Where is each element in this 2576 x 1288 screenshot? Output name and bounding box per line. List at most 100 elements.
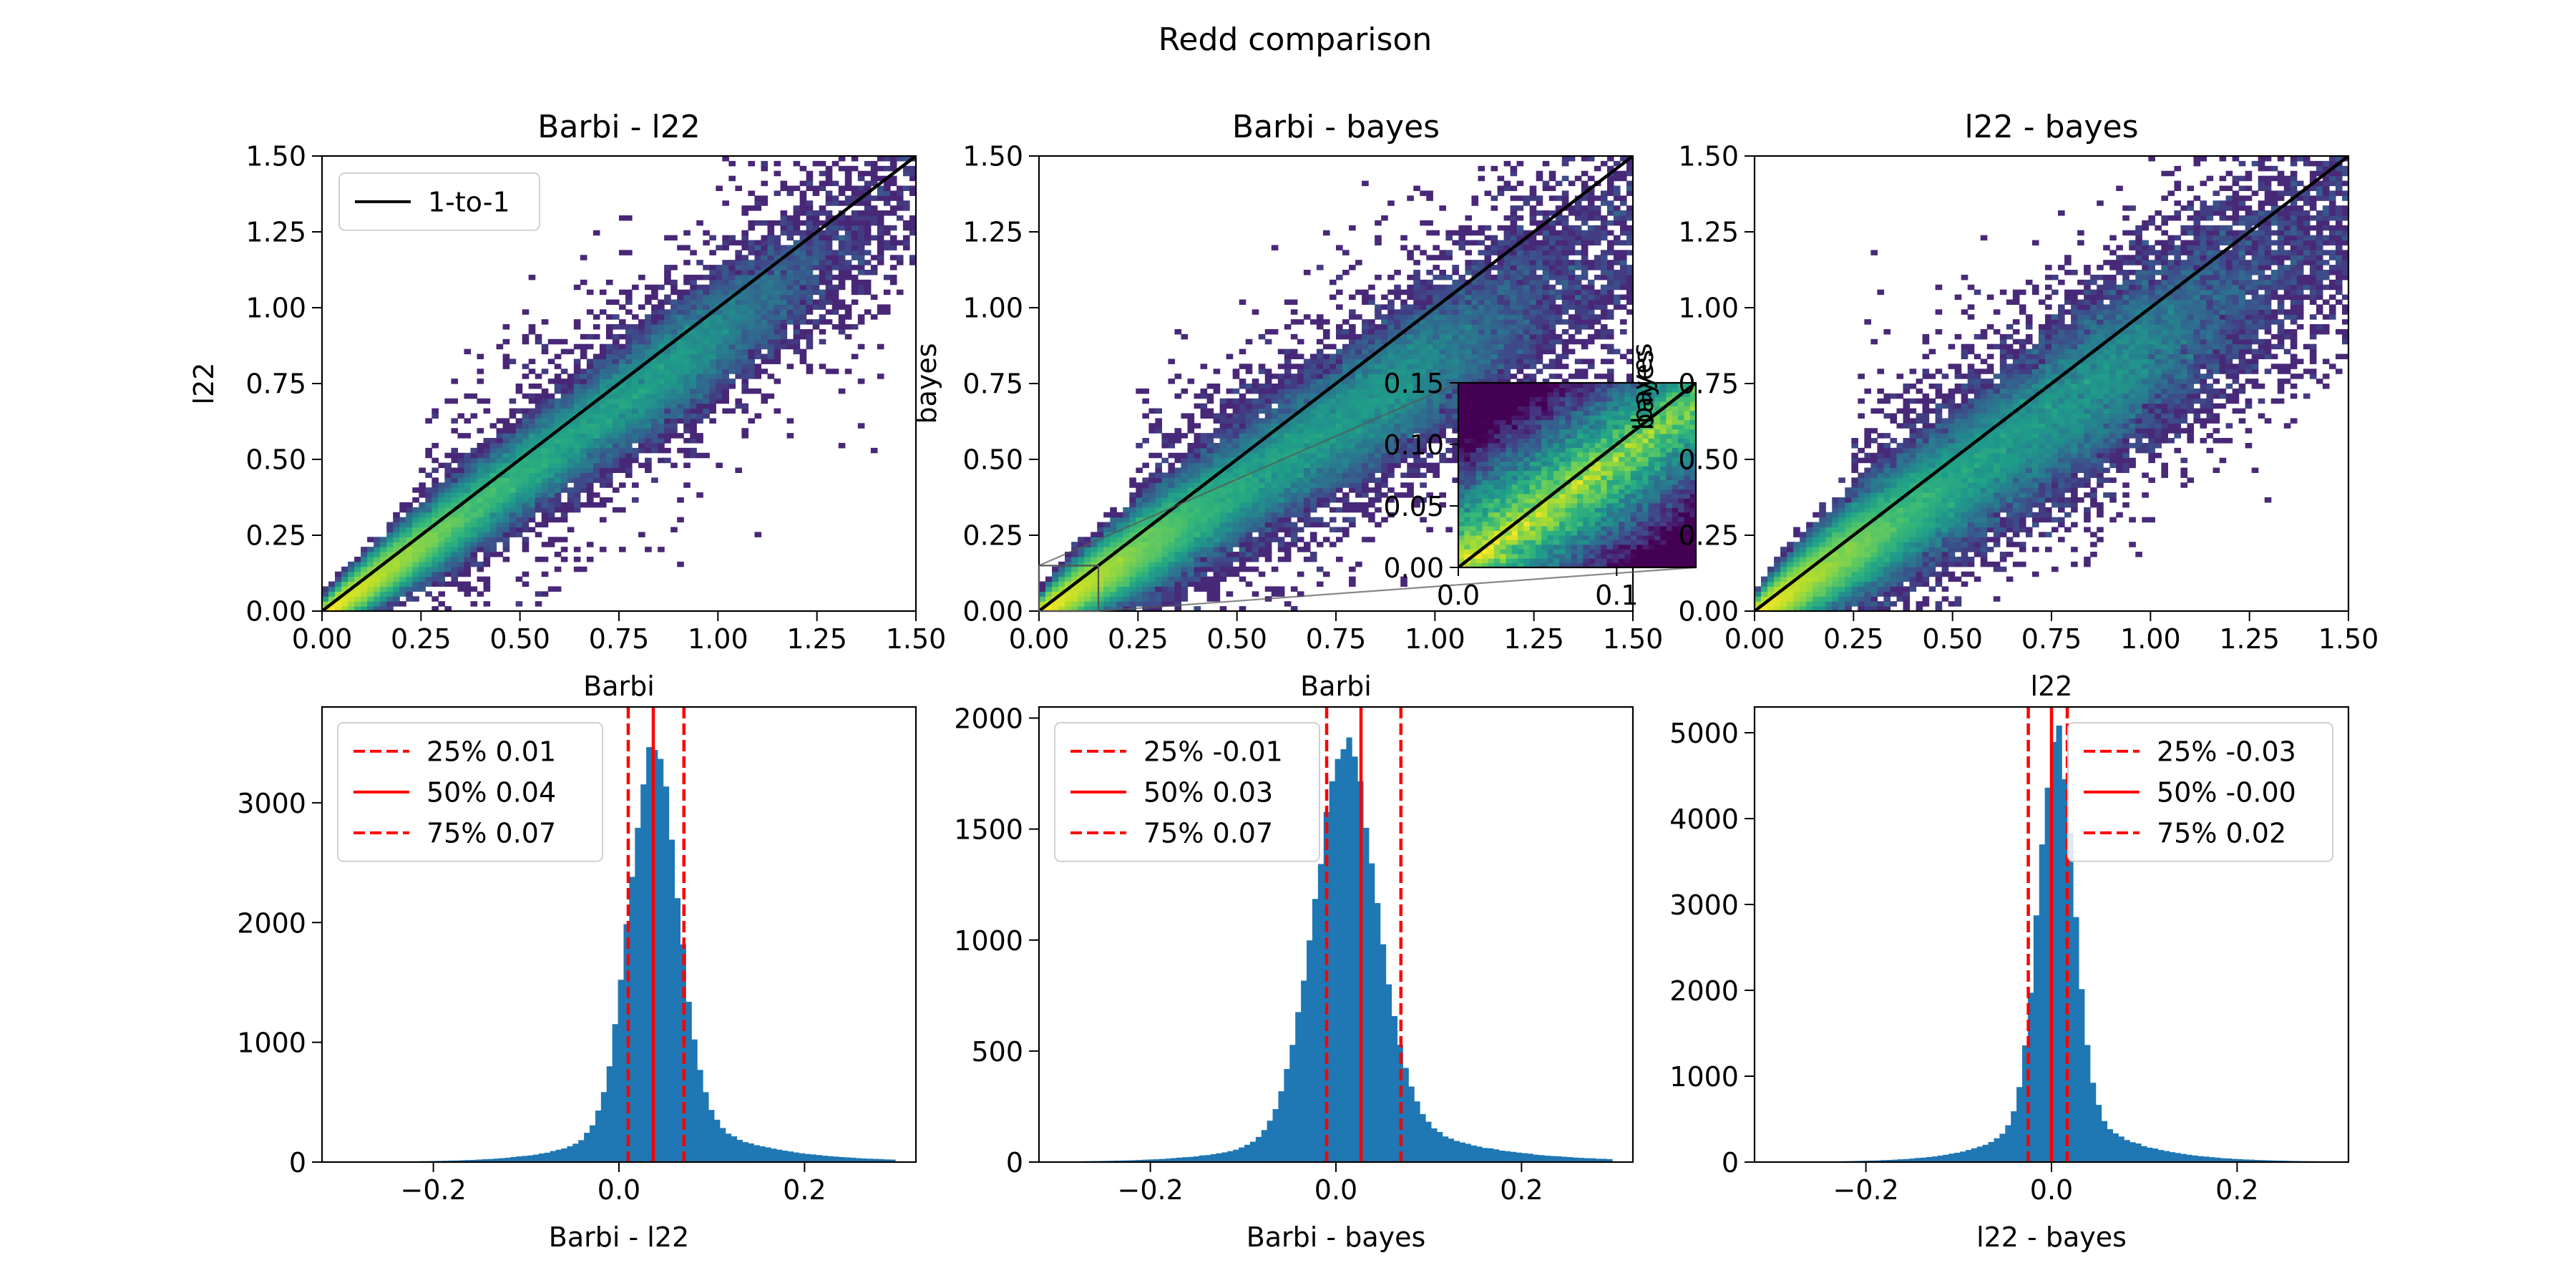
density-cell <box>386 581 394 587</box>
density-cell <box>677 447 684 454</box>
density-cell <box>1400 379 1407 384</box>
density-cell <box>554 438 562 444</box>
density-cell <box>1516 358 1524 364</box>
density-cell <box>851 220 859 226</box>
density-cell <box>767 289 775 296</box>
density-cell <box>806 338 814 345</box>
density-cell <box>1355 413 1362 419</box>
density-cell <box>1362 447 1369 454</box>
density-cell <box>592 403 600 409</box>
density-cell <box>735 324 743 330</box>
density-cell <box>1452 353 1460 360</box>
density-cell <box>1413 408 1420 414</box>
density-cell <box>870 215 878 221</box>
density-cell <box>592 502 600 508</box>
density-cell <box>1309 462 1317 469</box>
density-cell <box>748 319 756 325</box>
density-cell <box>1561 379 1569 384</box>
density-cell <box>1213 467 1221 474</box>
density-cell <box>1342 328 1350 335</box>
density-cell <box>573 284 581 291</box>
density-cell <box>567 374 575 379</box>
density-cell <box>1529 364 1537 369</box>
density-cell <box>1155 482 1163 488</box>
density-cell <box>1420 319 1427 325</box>
density-cell <box>1264 472 1272 478</box>
density-cell <box>464 527 472 532</box>
density-cell <box>502 472 510 478</box>
density-cell <box>793 299 801 305</box>
density-cell <box>399 527 406 532</box>
density-cell <box>761 279 769 286</box>
density-cell <box>535 418 542 424</box>
density-cell <box>560 428 568 434</box>
density-cell <box>748 240 756 246</box>
density-cell <box>690 299 697 305</box>
density-cell <box>502 433 510 439</box>
density-cell <box>509 472 517 478</box>
density-cell <box>857 175 865 182</box>
density-cell <box>1362 333 1369 340</box>
density-cell <box>1155 497 1163 503</box>
density-cell <box>522 393 530 399</box>
density-cell <box>683 289 691 296</box>
density-cell <box>761 195 769 201</box>
density-cell <box>431 487 439 493</box>
density-cell <box>1362 502 1369 508</box>
density-cell <box>690 447 697 454</box>
density-cell <box>1362 467 1369 474</box>
density-cell <box>1123 571 1130 577</box>
density-cell <box>1213 452 1221 459</box>
density-cell <box>1491 343 1498 350</box>
density-cell <box>1181 492 1189 498</box>
density-cell <box>419 507 426 513</box>
density-cell <box>1413 374 1420 379</box>
density-cell <box>1606 374 1614 379</box>
density-cell <box>722 343 729 350</box>
density-cell <box>1206 542 1214 547</box>
density-cell <box>1375 428 1382 434</box>
density-cell <box>1387 447 1395 454</box>
density-cell <box>1239 477 1246 483</box>
density-cell <box>1548 374 1556 379</box>
density-cell <box>1574 314 1582 320</box>
density-cell <box>690 433 697 439</box>
density-cell <box>754 289 762 296</box>
density-cell <box>1309 457 1317 464</box>
density-cell <box>354 586 361 592</box>
density-cell <box>716 348 723 355</box>
density-cell <box>515 527 523 532</box>
density-cell <box>1200 477 1208 483</box>
density-cell <box>580 353 587 360</box>
density-cell <box>1322 353 1330 360</box>
density-cell <box>1200 512 1208 518</box>
density-cell <box>412 586 419 592</box>
density-cell <box>670 398 678 404</box>
density-cell <box>1355 348 1362 355</box>
density-cell <box>380 547 387 552</box>
density-cell <box>1181 576 1189 582</box>
density-cell <box>1394 428 1401 434</box>
density-cell <box>374 576 381 582</box>
density-cell <box>547 512 555 518</box>
density-cell <box>554 374 562 379</box>
density-cell <box>1271 393 1279 399</box>
density-cell <box>1465 369 1473 374</box>
density-cell <box>677 369 684 374</box>
density-cell <box>586 309 594 315</box>
density-cell <box>374 591 381 597</box>
density-cell <box>1187 517 1195 523</box>
density-cell <box>677 408 684 414</box>
density-cell <box>1155 502 1163 508</box>
density-cell <box>567 442 575 449</box>
density-cell <box>683 364 691 369</box>
density-cell <box>825 230 833 236</box>
density-cell <box>703 265 710 270</box>
density-cell <box>909 230 916 236</box>
density-cell <box>889 274 897 280</box>
density-cell <box>1329 403 1337 409</box>
density-cell <box>638 447 645 454</box>
density-cell <box>419 586 426 592</box>
density-cell <box>1316 369 1324 374</box>
density-cell <box>748 245 756 250</box>
